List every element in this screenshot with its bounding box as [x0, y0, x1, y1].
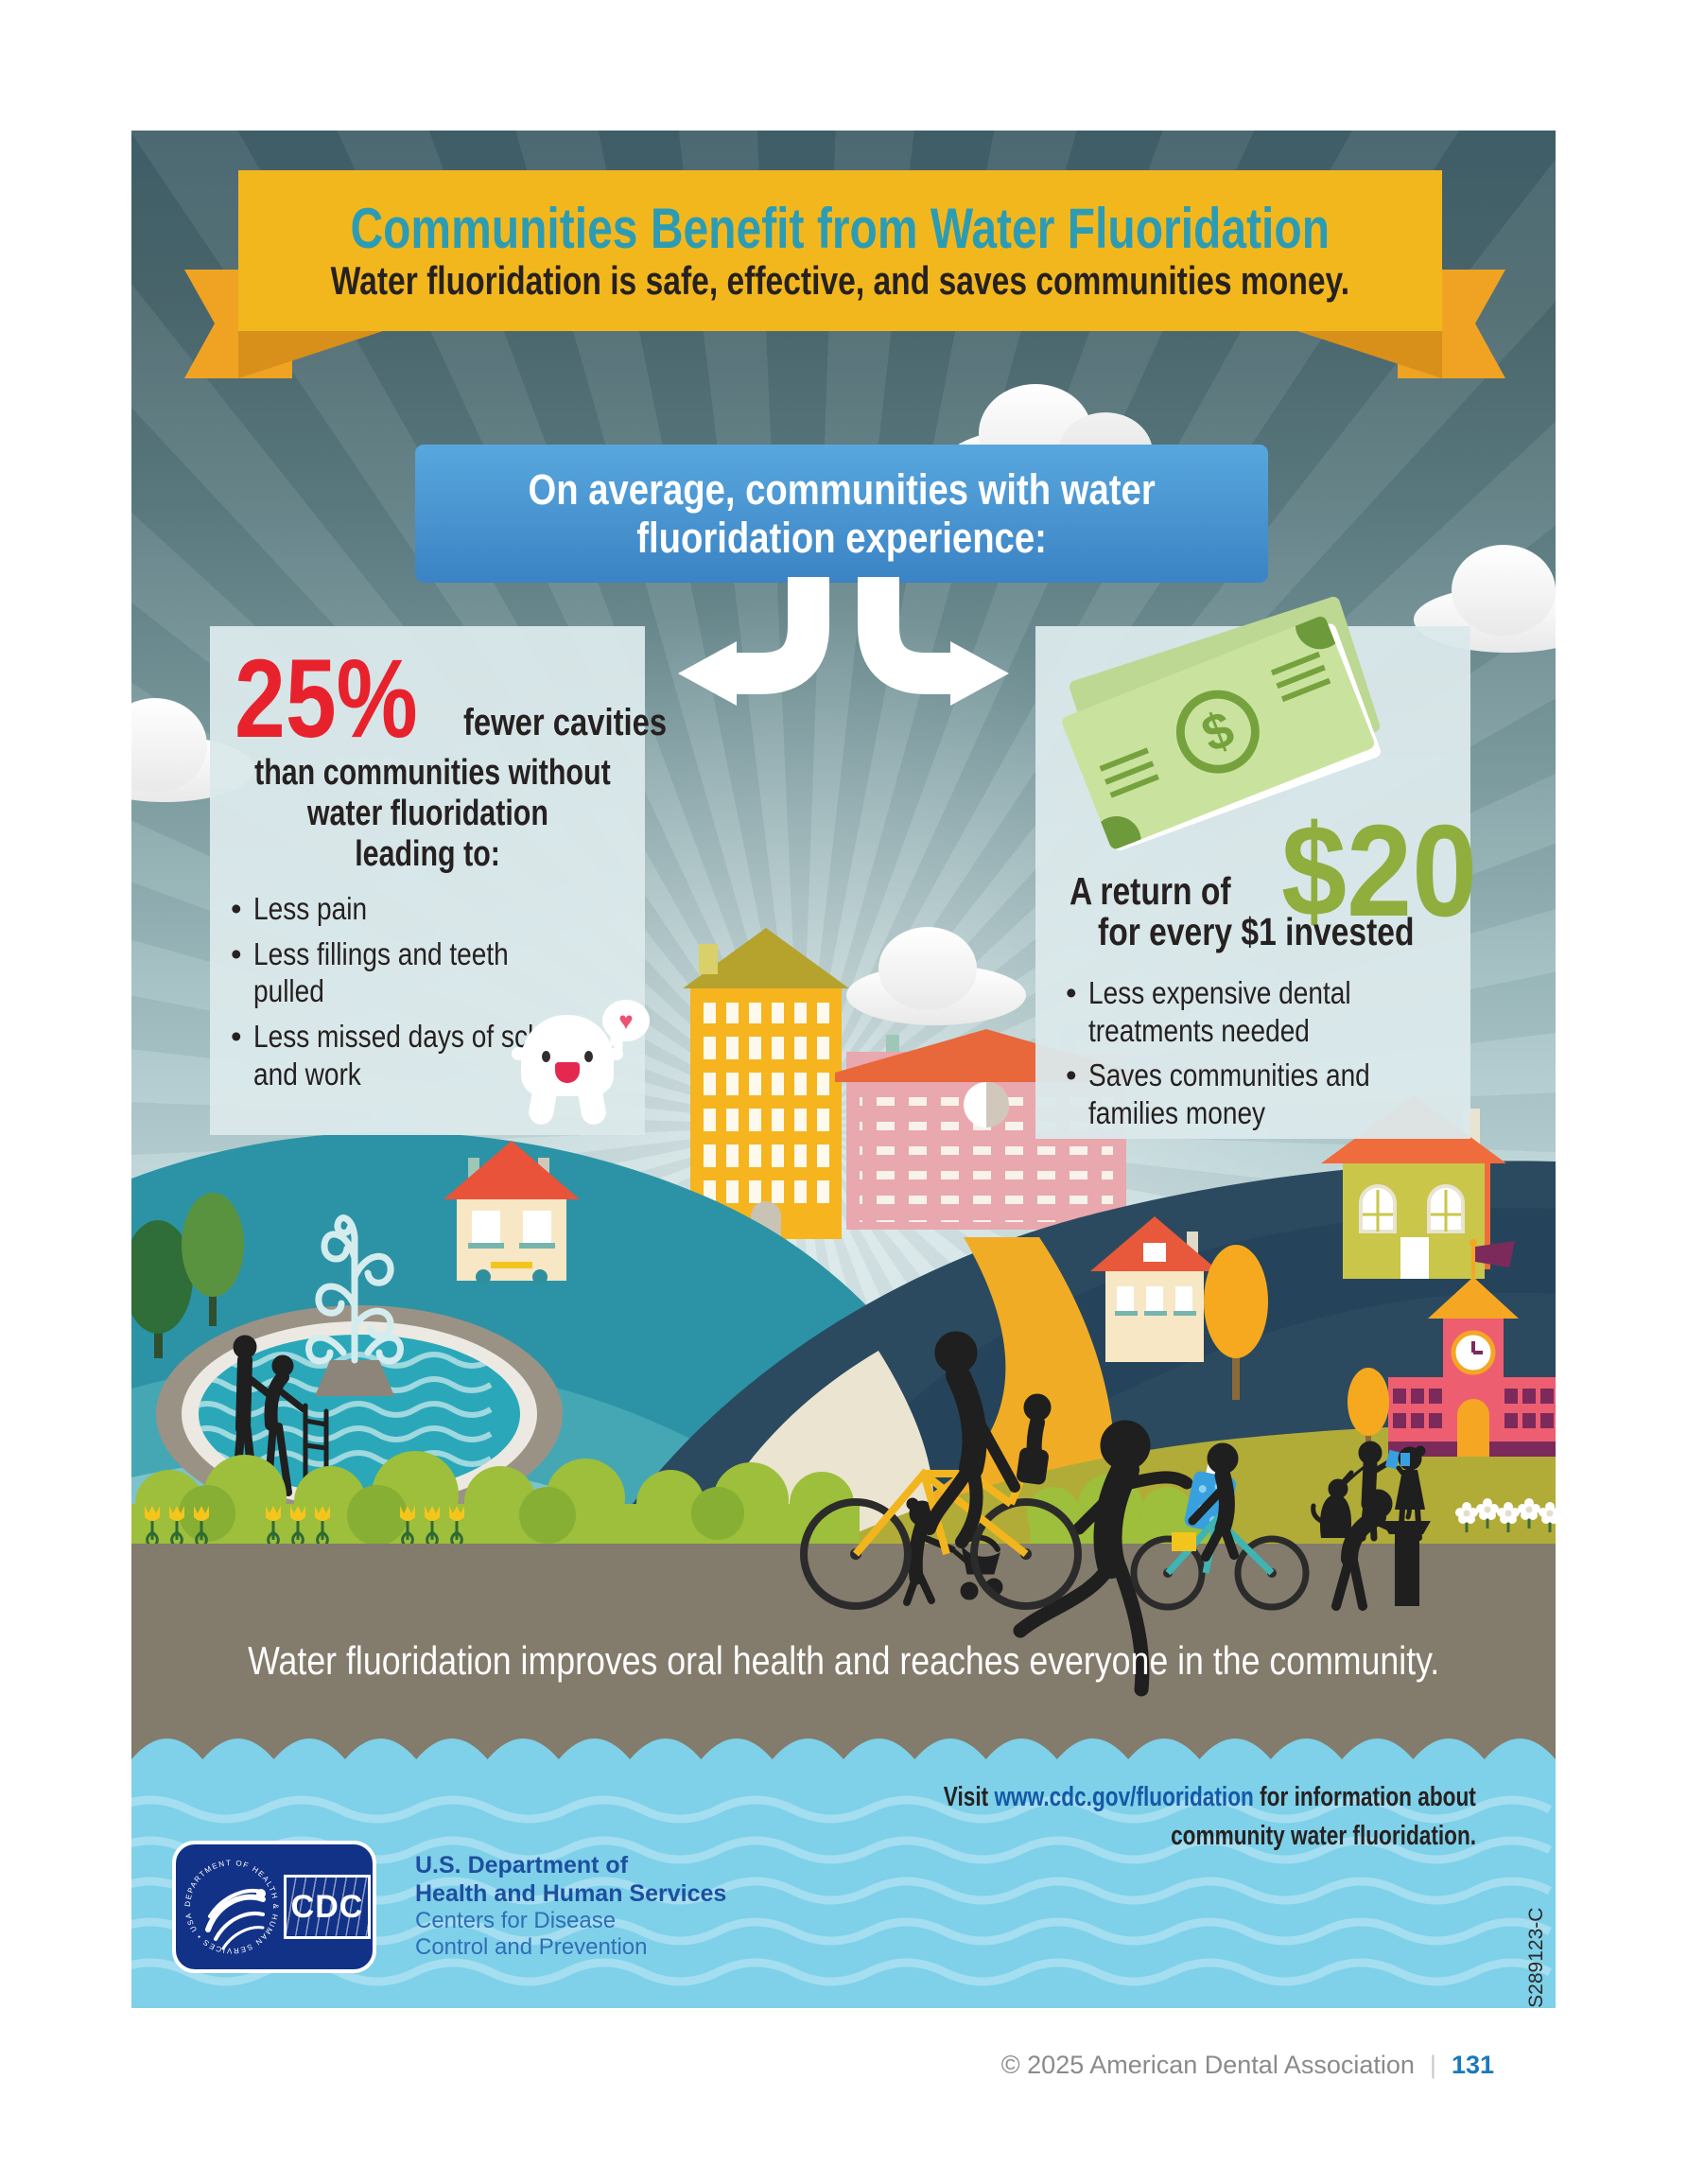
- list-item: Less pain: [231, 890, 645, 928]
- small-orange-tree: [1348, 1368, 1389, 1453]
- copyright: © 2025 American Dental Association: [1000, 2051, 1415, 2079]
- right-stat-bullets: Less expensive dental treatments needed …: [1066, 974, 1533, 1139]
- cdc-hhs-logo: DEPARTMENT OF HEALTH & HUMAN SERVICES • …: [172, 1841, 376, 1973]
- fountain-spray: [305, 1214, 404, 1365]
- heart-bubble: ♥: [602, 1000, 650, 1041]
- list-item: Less missed days of school and work: [231, 1018, 645, 1092]
- page-title: Communities Benefit from Water Fluoridat…: [350, 197, 1330, 260]
- infographic: 25% fewer cavities than communities with…: [131, 131, 1556, 2008]
- page-footer: © 2025 American Dental Association | 131: [1001, 2051, 1494, 2080]
- left-stat-bullets: Less pain Less fillings and teeth pulled…: [231, 890, 645, 1092]
- child-cyclist: [1130, 1442, 1310, 1611]
- cta-block: Visit www.cdc.gov/fluoridation for infor…: [943, 1782, 1476, 1851]
- dollar-sign-icon: $: [1163, 677, 1272, 786]
- stat-25-lead: fewer cavities: [463, 702, 668, 744]
- school: [1388, 1239, 1556, 1457]
- title-ribbon: [184, 170, 1505, 378]
- list-item: Less fillings and teeth pulled: [231, 935, 645, 1010]
- headline-box: On average, communities with water fluor…: [415, 445, 1268, 583]
- invest-line: for every $1 invested: [1098, 910, 1415, 953]
- stat-25-subtext: than communities without water fluoridat…: [254, 753, 611, 875]
- cloud: [846, 927, 1045, 1031]
- cdc-acronym: CDC: [284, 1875, 371, 1939]
- split-arrows-icon: [678, 577, 1009, 706]
- banner: Communities Benefit from Water Fluoridat…: [238, 170, 1442, 331]
- orange-tree: [1204, 1245, 1268, 1400]
- footer-separator: |: [1429, 2051, 1436, 2079]
- tooth-mascot: ♥: [512, 1000, 650, 1128]
- green-house: [1321, 1095, 1506, 1279]
- list-item: Saves communities and families money: [1066, 1057, 1533, 1131]
- stat-25-percent: 25%: [235, 637, 418, 761]
- document-code: CS289123-C: [1525, 1907, 1547, 2008]
- list-item: Less expensive dental treatments needed: [1066, 974, 1533, 1049]
- yellow-tower: [683, 928, 849, 1239]
- right-stat-panel: $ A return of $20 for every $1 invested …: [1035, 595, 1477, 1139]
- stat-20-dollars: $20: [1281, 798, 1478, 944]
- cdc-fluoridation-link[interactable]: www.cdc.gov/fluoridation: [994, 1782, 1255, 1812]
- cream-house-2: [1090, 1216, 1219, 1362]
- svg-text:DEPARTMENT OF HEALTH & HUMAN S: DEPARTMENT OF HEALTH & HUMAN SERVICES • …: [183, 1859, 280, 1955]
- agency-text: U.S. Department of Health and Human Serv…: [415, 1852, 727, 1961]
- tagline: Water fluoridation improves oral health …: [247, 1638, 1440, 1683]
- return-prefix: A return of: [1070, 868, 1231, 913]
- community-scene: [131, 928, 1556, 2008]
- left-stat-panel: 25% fewer cavities than communities with…: [210, 626, 667, 1135]
- cream-house: [443, 1141, 580, 1284]
- heart-icon: ♥: [618, 1006, 634, 1035]
- hhs-seal-text: DEPARTMENT OF HEALTH & HUMAN SERVICES • …: [183, 1859, 279, 1955]
- page-subtitle: Water fluoridation is safe, effective, a…: [330, 258, 1350, 303]
- adult-cyclist: [800, 1331, 1082, 1610]
- page-number: 131: [1451, 2051, 1494, 2079]
- hhs-seal-icon: DEPARTMENT OF HEALTH & HUMAN SERVICES • …: [183, 1859, 280, 1955]
- park-trees: [131, 1193, 244, 1358]
- drinking-fountain-person: [1331, 1489, 1431, 1611]
